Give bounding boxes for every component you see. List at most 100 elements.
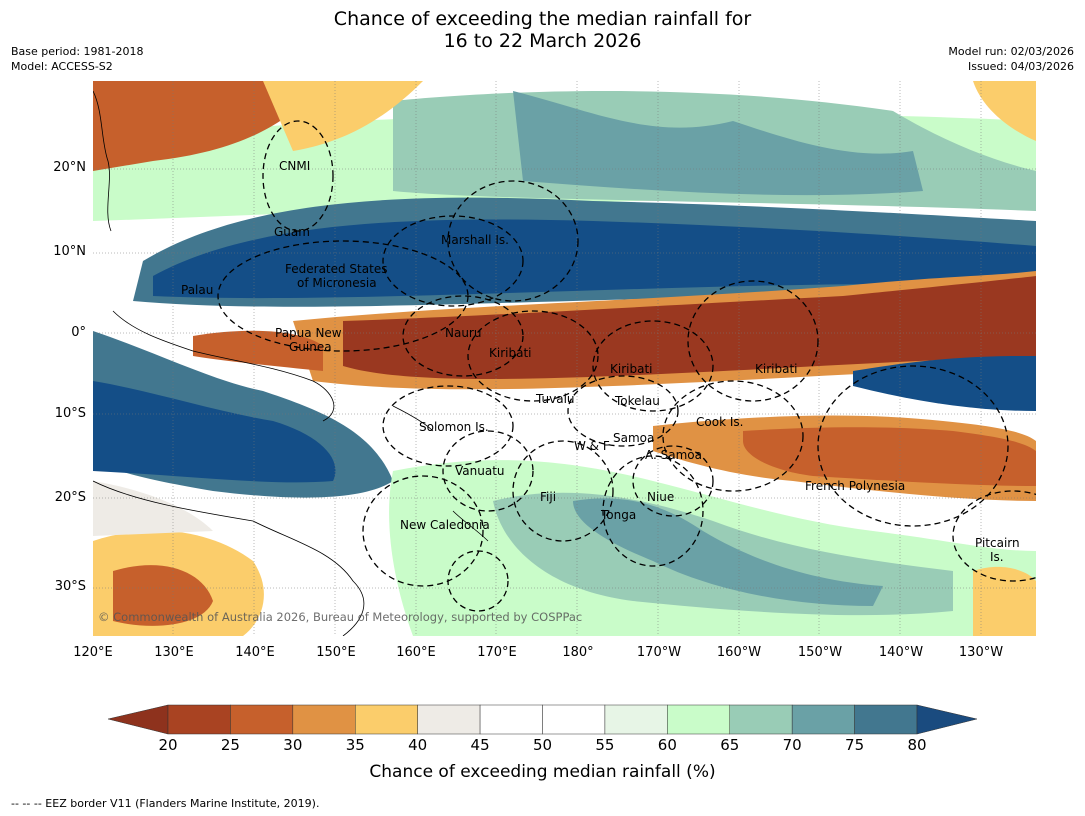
lat-label-10n: 10°N [53, 244, 86, 259]
lon-label-120e: 120°E [73, 645, 113, 660]
colorbar-tick: 25 [220, 736, 240, 754]
label-kiribati-central: Kiribati [610, 362, 652, 376]
colorbar-label: Chance of exceeding median rainfall (%) [369, 762, 716, 782]
colorbar-tick: 35 [345, 736, 365, 754]
colorbar-high-extend [916, 704, 978, 735]
region-neutral-sw [93, 481, 213, 536]
label-cook: Cook Is. [696, 415, 743, 429]
copyright-notice: © Commonwealth of Australia 2026, Bureau… [98, 610, 583, 624]
model-name: Model: ACCESS-S2 [11, 60, 113, 73]
eez-borders [217, 120, 1036, 612]
colorbar-tick: 45 [470, 736, 490, 754]
meta-left: Base period: 1981-2018 Model: ACCESS-S2 [11, 44, 143, 74]
region-wet-strong-east [853, 356, 1036, 411]
label-tonga: Tonga [600, 508, 636, 522]
colorbar-tick: 60 [657, 736, 677, 754]
lon-label-160w: 160°W [716, 645, 762, 660]
label-niue: Niue [647, 490, 674, 504]
rainfall-map: CNMI Guam Marshall Is. Federated States … [93, 81, 1036, 636]
title-line-1: Chance of exceeding the median rainfall … [333, 8, 752, 30]
colorbar-segment [604, 704, 668, 735]
lon-label-170e: 170°E [477, 645, 517, 660]
label-wallis-futuna: W & F [574, 439, 610, 453]
region-dry-strong-equator [343, 276, 1036, 379]
colorbar-segment [479, 704, 543, 735]
coast-australia [93, 480, 365, 636]
lon-label-140e: 140°E [235, 645, 275, 660]
colorbar-tick: 65 [720, 736, 740, 754]
coastlines [93, 90, 489, 636]
region-dry-faint-north [263, 81, 423, 151]
colorbar-tick: 20 [158, 736, 178, 754]
graticule [93, 81, 1036, 636]
lon-label-150w: 150°W [797, 645, 843, 660]
label-pitcairn-1: Pitcairn [975, 536, 1020, 550]
label-png-1: Papua New [275, 326, 342, 340]
colorbar-tick: 50 [532, 736, 553, 754]
colorbar-tick: 70 [782, 736, 802, 754]
label-fsm-2: of Micronesia [297, 276, 377, 290]
coast-solomons [392, 405, 434, 432]
label-tokelau: Tokelau [614, 394, 660, 408]
region-dry-png [193, 330, 323, 371]
chart-title: Chance of exceeding the median rainfall … [0, 8, 1085, 52]
region-dry-south [743, 427, 1036, 486]
meta-right: Model run: 02/03/2026 Issued: 04/03/2026 [948, 44, 1074, 74]
lon-label-180: 180° [562, 645, 594, 660]
label-pitcairn-2: Is. [990, 550, 1004, 564]
region-wet-strong-west [93, 381, 336, 483]
region-wet-strong-10n [153, 219, 1036, 299]
lon-label-130w: 130°W [958, 645, 1004, 660]
lon-label-130e: 130°E [154, 645, 194, 660]
colorbar-segment [355, 704, 418, 735]
label-guam: Guam [274, 225, 310, 239]
lat-label-30s: 30°S [54, 579, 86, 594]
colorbar-segment [417, 704, 481, 735]
base-period: Base period: 1981-2018 [11, 45, 144, 58]
label-samoa: Samoa [613, 431, 654, 445]
colorbar-tick: 55 [595, 736, 615, 754]
label-cnmi: CNMI [279, 159, 310, 173]
title-line-2: 16 to 22 March 2026 [443, 30, 642, 52]
label-fiji: Fiji [540, 490, 556, 504]
lat-label-20n: 20°N [53, 160, 86, 175]
colorbar-segment [167, 704, 231, 735]
place-labels: CNMI Guam Marshall Is. Federated States … [181, 159, 1020, 564]
coast-new-caledonia [452, 510, 489, 542]
lat-label-equator: 0° [71, 325, 86, 340]
colorbar-tick: 75 [845, 736, 865, 754]
region-dry-faint-se [973, 566, 1036, 636]
lat-label-20s: 20°S [54, 490, 86, 505]
lon-label-170w: 170°W [636, 645, 682, 660]
coast-philippines [93, 90, 112, 232]
label-nauru: Nauru [445, 326, 481, 340]
model-run: Model run: 02/03/2026 [948, 45, 1074, 58]
region-wet-south [573, 498, 883, 606]
label-palau: Palau [181, 283, 213, 297]
lat-label-10s: 10°S [54, 406, 86, 421]
label-kiribati-west: Kiribati [489, 346, 531, 360]
issued-date: Issued: 04/03/2026 [967, 60, 1074, 73]
colorbar-segment [667, 704, 730, 735]
eez-footnote: -- -- -- EEZ border V11 (Flanders Marine… [11, 797, 320, 810]
label-vanuatu: Vanuatu [455, 464, 505, 478]
colorbar-low-extend [107, 704, 169, 735]
region-dry-north-west [93, 81, 323, 171]
lon-label-160e: 160°E [396, 645, 436, 660]
label-american-samoa: A. Samoa [645, 448, 702, 462]
label-marshall: Marshall Is. [441, 233, 509, 247]
coast-new-guinea [112, 310, 335, 422]
label-fsm-1: Federated States [285, 262, 387, 276]
colorbar-tick: 80 [907, 736, 927, 754]
region-dry-faint-north-east [973, 81, 1036, 141]
colorbar-segment [292, 704, 356, 735]
label-solomon: Solomon Is. [419, 420, 489, 434]
colorbar-segments [167, 704, 918, 735]
colorbar-segment [230, 704, 294, 735]
lon-label-140w: 140°W [878, 645, 924, 660]
lon-label-150e: 150°E [316, 645, 356, 660]
label-new-caledonia: New Caledonia [400, 518, 490, 532]
colorbar-segment [729, 704, 793, 735]
colorbar-segment [542, 704, 606, 735]
region-dry-sw [113, 565, 213, 626]
